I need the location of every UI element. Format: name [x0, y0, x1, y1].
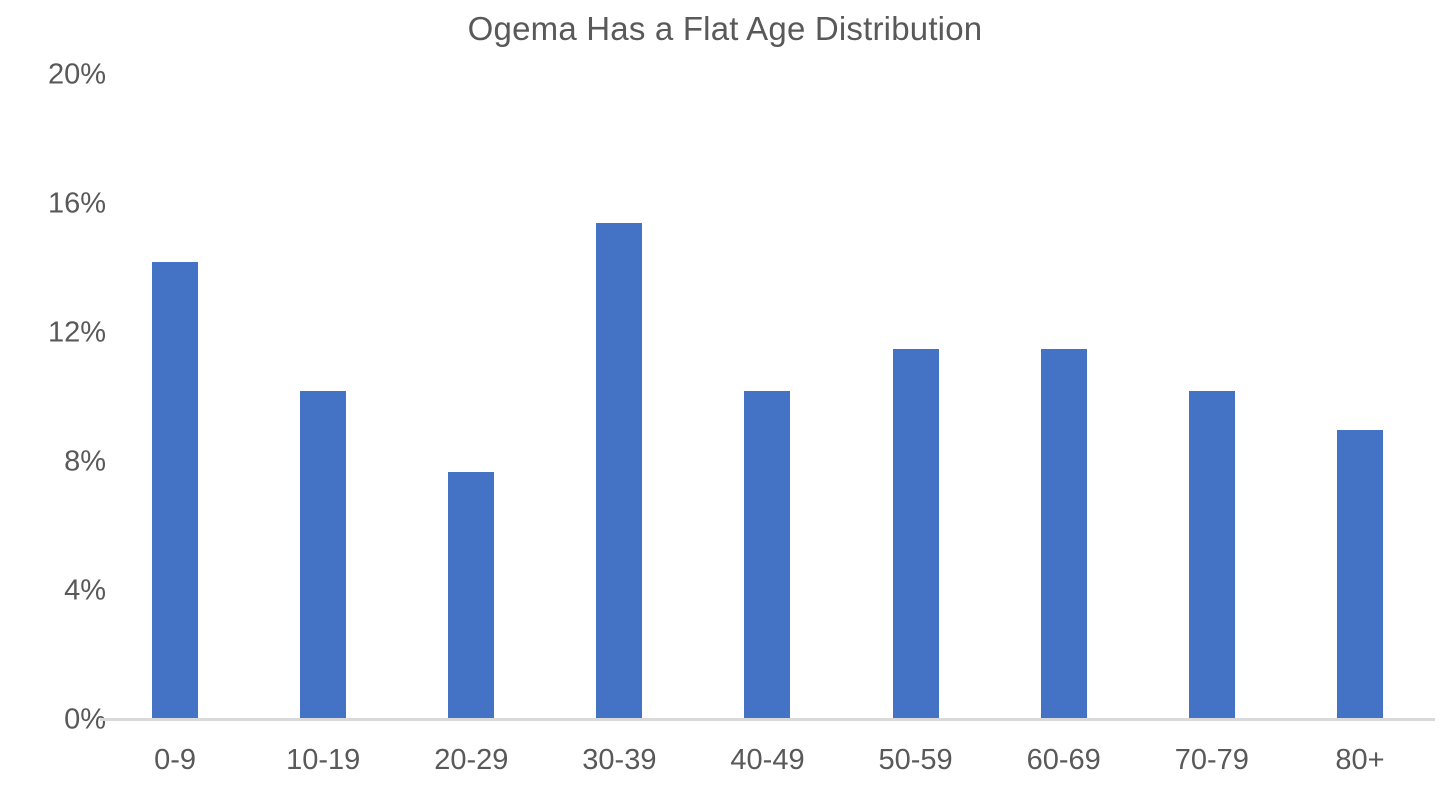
bar-slot	[545, 75, 693, 720]
y-axis-tick-labels: 20% 16% 12% 8% 4% 0%	[0, 59, 106, 736]
bar-10-19	[300, 391, 347, 720]
bar-80+	[1336, 429, 1383, 720]
y-tick-label: 16%	[47, 187, 106, 220]
y-tick-label: 12%	[47, 316, 106, 349]
bar-slot	[842, 75, 990, 720]
x-axis-line	[100, 718, 1435, 721]
x-axis-category-labels: 0-9 10-19 20-29 30-39 40-49 50-59 60-69 70-79 80…	[101, 744, 1434, 777]
y-tick-label: 20%	[47, 58, 106, 91]
x-tick-label: 80+	[1335, 744, 1385, 776]
chart-title: Ogema Has a Flat Age Distribution	[467, 10, 983, 47]
x-tick-label: 60-69	[1026, 744, 1101, 776]
bar-slot	[397, 75, 545, 720]
bar-50-59	[892, 349, 939, 720]
y-tick-label: 4%	[64, 574, 106, 607]
bar-60-69	[1040, 349, 1087, 720]
x-tick-label: 0-9	[154, 744, 197, 776]
bar-0-9	[152, 262, 199, 720]
x-tick-label: 70-79	[1174, 744, 1249, 776]
bar-slot	[693, 75, 841, 720]
bar-40-49	[744, 391, 791, 720]
bar-slot	[101, 75, 249, 720]
x-tick-label: 40-49	[730, 744, 805, 776]
y-tick-label: 0%	[64, 703, 106, 736]
bar-slot	[1138, 75, 1286, 720]
bar-slot	[990, 75, 1138, 720]
bar-slot	[1286, 75, 1434, 720]
bar-20-29	[448, 471, 495, 720]
y-tick-label: 8%	[64, 445, 106, 478]
plot-area	[101, 75, 1434, 720]
x-tick-label: 10-19	[286, 744, 361, 776]
bar-slot	[249, 75, 397, 720]
bar-70-79	[1188, 391, 1235, 720]
x-tick-label: 20-29	[434, 744, 509, 776]
bar-30-39	[596, 223, 643, 720]
x-tick-label: 30-39	[582, 744, 657, 776]
x-tick-label: 50-59	[878, 744, 953, 776]
